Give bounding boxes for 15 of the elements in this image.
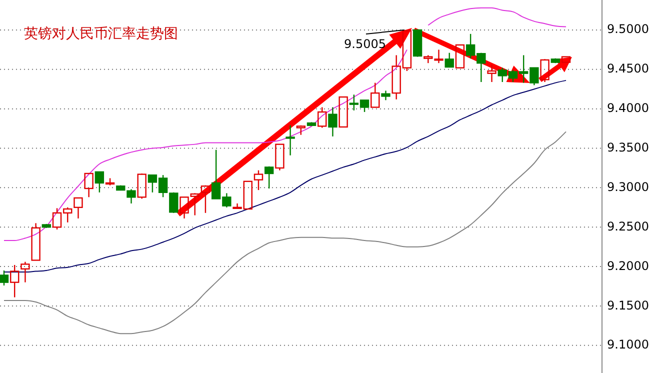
candlestick [487,64,496,83]
y-tick-label: 9.2000 [607,258,649,273]
text: 英镑对人民币汇率走势图 [24,26,178,42]
y-tick-label: 9.3500 [607,140,649,155]
y-tick-label: 9.5000 [607,22,649,36]
annotation: 9.5005 [344,37,386,51]
y-tick-label: 9.2500 [607,219,649,234]
y-tick-label: 9.4500 [607,62,649,76]
candlestick [328,106,338,138]
candlestick [286,124,295,156]
y-tick-label: 9.3000 [607,180,649,194]
y-tick-label: 9.4000 [607,101,649,116]
y-tick-label: 9.1000 [607,338,649,352]
y-tick-label: 9.1500 [607,298,649,312]
candlestick [381,90,390,101]
